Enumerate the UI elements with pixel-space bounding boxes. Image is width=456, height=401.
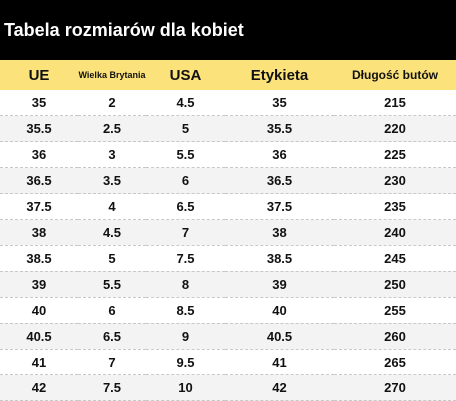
page-title-bar: Tabela rozmiarów dla kobiet [0, 0, 456, 60]
cell-length: 220 [334, 115, 456, 143]
cell-eu: 35.5 [0, 115, 78, 143]
table-row: 37.5 4 6.5 37.5 235 [0, 193, 456, 221]
cell-usa: 9 [146, 323, 225, 350]
cell-usa: 4.5 [146, 90, 225, 117]
column-header-length: Długość butów [352, 68, 438, 82]
cell-uk: 3 [78, 141, 146, 169]
cell-uk: 5.5 [78, 271, 146, 298]
cell-uk: 6.5 [78, 323, 146, 350]
cell-length: 240 [334, 219, 456, 246]
cell-length: 230 [334, 167, 456, 195]
cell-usa: 5.5 [146, 141, 225, 169]
table-row: 38.5 5 7.5 38.5 245 [0, 245, 456, 272]
cell-usa: 8.5 [146, 297, 225, 324]
cell-length: 250 [334, 271, 456, 298]
cell-eu: 37.5 [0, 193, 78, 221]
cell-eu: 36 [0, 141, 78, 169]
column-header-uk: Wielka Brytania [78, 70, 146, 80]
size-chart-table: UE Wielka Brytania USA Etykieta Długość … [0, 60, 456, 401]
column-header-usa: USA [169, 66, 202, 84]
cell-label: 35 [225, 90, 334, 117]
cell-uk: 4 [78, 193, 146, 221]
cell-length: 235 [334, 193, 456, 221]
cell-label: 40.5 [225, 323, 334, 350]
cell-label: 39 [225, 271, 334, 298]
cell-label: 38 [225, 219, 334, 246]
cell-eu: 38.5 [0, 245, 78, 272]
cell-usa: 9.5 [146, 349, 225, 376]
cell-usa: 7 [146, 219, 225, 246]
cell-uk: 7.5 [78, 374, 146, 401]
cell-usa: 5 [146, 115, 225, 143]
table-row: 39 5.5 8 39 250 [0, 271, 456, 298]
cell-uk: 4.5 [78, 219, 146, 246]
table-header: UE Wielka Brytania USA Etykieta Długość … [0, 60, 456, 90]
cell-length: 245 [334, 245, 456, 272]
cell-eu: 41 [0, 349, 78, 376]
table-row: 41 7 9.5 41 265 [0, 349, 456, 376]
table-row: 35 2 4.5 35 215 [0, 90, 456, 117]
cell-length: 270 [334, 374, 456, 401]
cell-length: 260 [334, 323, 456, 350]
cell-eu: 40 [0, 297, 78, 324]
cell-uk: 2.5 [78, 115, 146, 143]
cell-eu: 35 [0, 90, 78, 117]
cell-label: 38.5 [225, 245, 334, 272]
cell-label: 35.5 [225, 115, 334, 143]
table-row: 36.5 3.5 6 36.5 230 [0, 167, 456, 195]
cell-eu: 39 [0, 271, 78, 298]
cell-eu: 42 [0, 374, 78, 401]
cell-uk: 2 [78, 90, 146, 117]
table-row: 42 7.5 10 42 270 [0, 374, 456, 401]
cell-length: 215 [334, 90, 456, 117]
cell-usa: 7.5 [146, 245, 225, 272]
cell-uk: 6 [78, 297, 146, 324]
cell-uk: 7 [78, 349, 146, 376]
cell-usa: 8 [146, 271, 225, 298]
cell-length: 225 [334, 141, 456, 169]
cell-label: 36 [225, 141, 334, 169]
cell-usa: 6 [146, 167, 225, 195]
cell-label: 41 [225, 349, 334, 376]
table-row: 38 4.5 7 38 240 [0, 219, 456, 246]
table-row: 40.5 6.5 9 40.5 260 [0, 323, 456, 350]
cell-eu: 38 [0, 219, 78, 246]
cell-uk: 5 [78, 245, 146, 272]
cell-usa: 6.5 [146, 193, 225, 221]
cell-label: 40 [225, 297, 334, 324]
table-body: 35 2 4.5 35 215 35.5 2.5 5 35.5 220 36 3 5.5 36 225 36.… [0, 90, 456, 401]
cell-uk: 3.5 [78, 167, 146, 195]
column-header-label: Etykieta [250, 66, 309, 84]
cell-label: 37.5 [225, 193, 334, 221]
cell-eu: 40.5 [0, 323, 78, 350]
cell-length: 255 [334, 297, 456, 324]
column-header-eu: UE [28, 66, 50, 84]
cell-eu: 36.5 [0, 167, 78, 195]
table-row: 40 6 8.5 40 255 [0, 297, 456, 324]
page-title: Tabela rozmiarów dla kobiet [4, 19, 244, 40]
table-header-row: UE Wielka Brytania USA Etykieta Długość … [0, 60, 456, 90]
table-row: 35.5 2.5 5 35.5 220 [0, 115, 456, 143]
cell-label: 42 [225, 374, 334, 401]
cell-length: 265 [334, 349, 456, 376]
cell-label: 36.5 [225, 167, 334, 195]
cell-usa: 10 [146, 374, 225, 401]
table-row: 36 3 5.5 36 225 [0, 141, 456, 169]
